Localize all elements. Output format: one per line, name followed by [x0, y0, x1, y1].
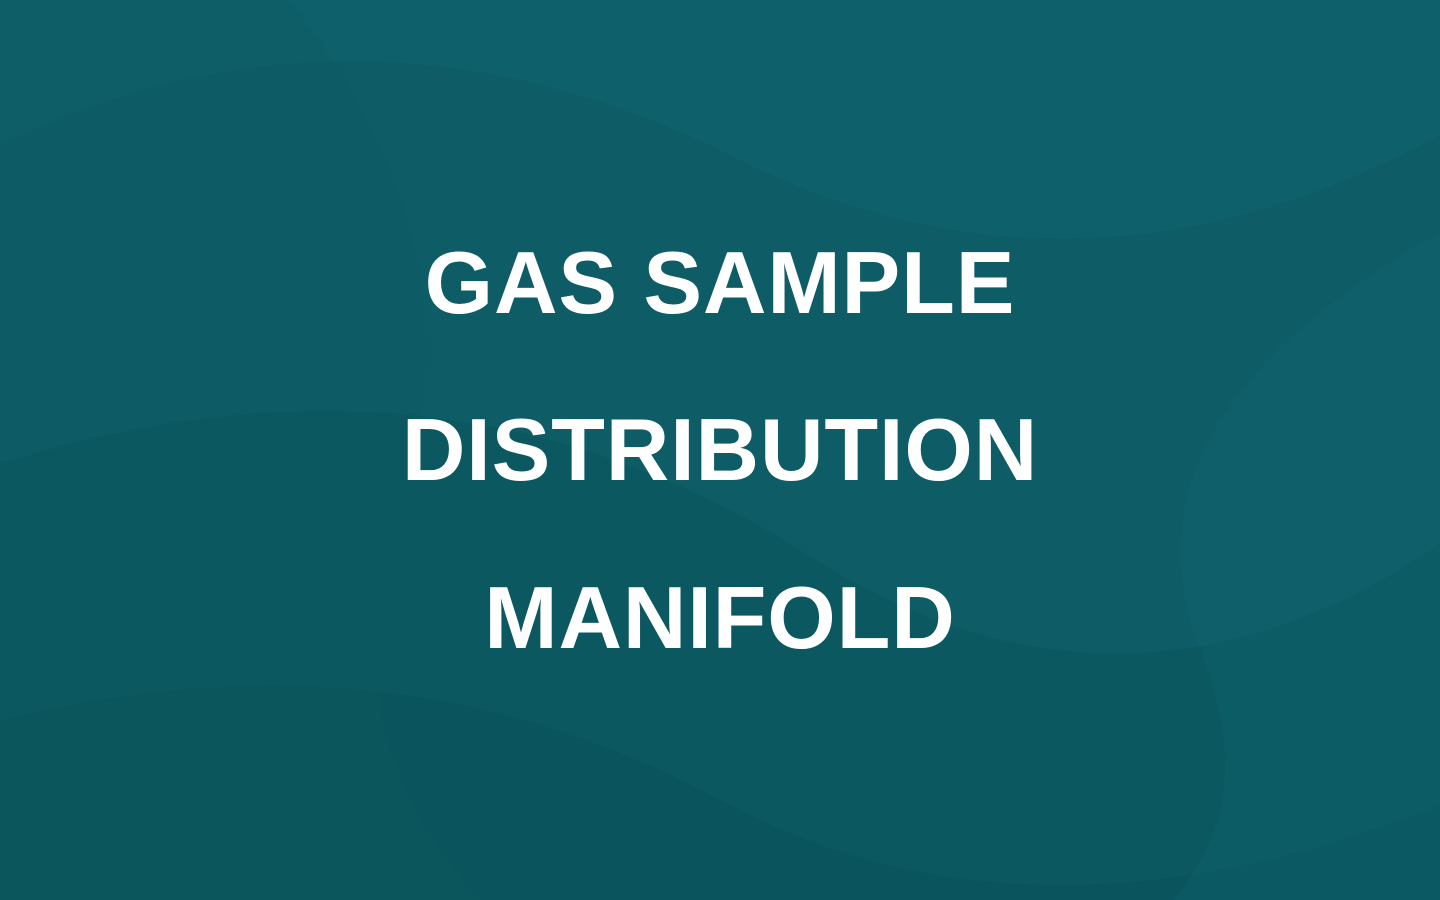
title-line-3: MANIFOLD: [402, 534, 1038, 701]
title-line-1: GAS SAMPLE: [402, 199, 1038, 366]
title-line-2: DISTRIBUTION: [402, 366, 1038, 533]
title-block: GAS SAMPLE DISTRIBUTION MANIFOLD: [302, 199, 1138, 701]
slide-container: GAS SAMPLE DISTRIBUTION MANIFOLD: [0, 0, 1440, 900]
